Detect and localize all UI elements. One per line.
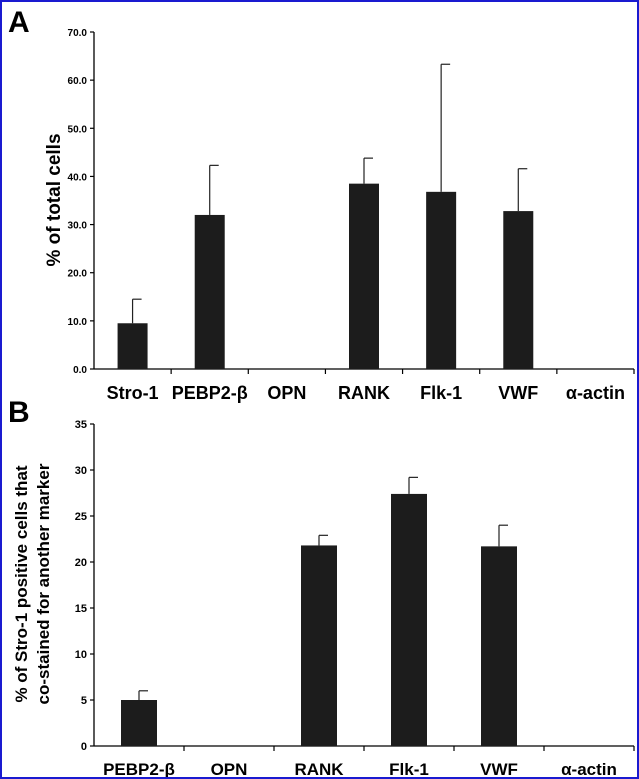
y-tick-label: 50.0 <box>68 124 88 135</box>
category-label: PEBP2-β <box>172 383 248 403</box>
y-tick-label: 35 <box>75 419 87 431</box>
y-tick-label: 30 <box>75 465 87 477</box>
bar-3 <box>301 545 337 746</box>
y-tick-label: 70.0 <box>68 28 88 39</box>
y-tick-label: 15 <box>75 603 87 615</box>
y-tick-label: 0 <box>81 741 87 753</box>
bar-4 <box>391 493 427 746</box>
category-label: OPN <box>211 760 248 777</box>
bar-4 <box>349 183 379 369</box>
category-label: α-actin <box>566 383 625 403</box>
y-tick-label: 40.0 <box>68 172 88 183</box>
y-tick-label: 20 <box>75 557 87 569</box>
y-tick-label: 25 <box>75 511 87 523</box>
bar-5 <box>481 546 517 746</box>
category-label: RANK <box>294 760 344 777</box>
category-label: Flk-1 <box>420 383 462 403</box>
category-label: Flk-1 <box>389 760 429 777</box>
y-axis-label: % of Stro-1 positive cells that co-staine… <box>12 463 53 704</box>
bar-1 <box>117 323 148 369</box>
y-axis-label: % of total cells <box>44 133 65 266</box>
bar-5 <box>426 191 457 369</box>
bar-6 <box>503 211 534 369</box>
y-tick-label: 10.0 <box>68 317 88 328</box>
category-label: OPN <box>267 383 306 403</box>
category-label: RANK <box>338 383 390 403</box>
y-tick-label: 30.0 <box>68 221 88 232</box>
y-axis-label-line: co-stained for another marker <box>34 463 53 704</box>
y-tick-label: 20.0 <box>68 269 88 280</box>
bar-2 <box>194 214 225 369</box>
category-label: VWF <box>498 383 538 403</box>
panel-a-letter: A <box>8 6 30 39</box>
y-axis-label-line: % of total cells <box>44 133 65 266</box>
y-tick-label: 0.0 <box>73 365 87 376</box>
y-tick-label: 60.0 <box>68 76 88 87</box>
y-tick-label: 10 <box>75 649 87 661</box>
category-label: VWF <box>480 760 518 777</box>
category-label: Stro-1 <box>107 383 159 403</box>
bar-1 <box>121 700 157 746</box>
category-label: PEBP2-β <box>103 760 175 777</box>
y-tick-label: 5 <box>81 695 87 707</box>
panel-b-letter: B <box>8 396 30 429</box>
y-axis-label-line: % of Stro-1 positive cells that <box>12 465 31 702</box>
category-label: α-actin <box>561 760 617 777</box>
